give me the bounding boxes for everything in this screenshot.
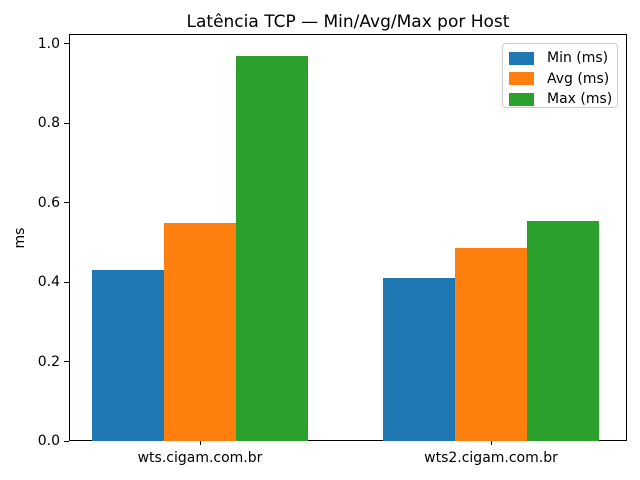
y-tick-label: 1.0 <box>37 35 60 52</box>
x-tick-mark <box>199 441 201 445</box>
legend-item-max-ms: Max (ms) <box>509 89 617 110</box>
bar-avg-ms-wts-cigam-com-br <box>164 222 236 441</box>
y-tick-mark <box>64 440 69 442</box>
legend-label-min-ms: Min (ms) <box>547 50 609 67</box>
legend-item-avg-ms: Avg (ms) <box>509 69 617 90</box>
bar-min-ms-wts2-cigam-com-br <box>383 278 455 441</box>
y-tick-mark <box>64 202 69 204</box>
y-tick-mark <box>64 281 69 283</box>
bar-min-ms-wts-cigam-com-br <box>92 270 164 441</box>
legend: Min (ms) Avg (ms) Max (ms) <box>502 43 618 108</box>
legend-label-max-ms: Max (ms) <box>547 91 613 108</box>
x-tick-label-wts-cigam-com-br: wts.cigam.com.br <box>137 450 263 466</box>
y-tick-label: 0.4 <box>37 274 60 291</box>
legend-label-avg-ms: Avg (ms) <box>547 70 610 87</box>
chart-title: Latência TCP — Min/Avg/Max por Host <box>186 12 510 32</box>
bar-max-ms-wts2-cigam-com-br <box>527 220 599 441</box>
y-tick-label: 0.0 <box>37 433 60 449</box>
legend-swatch-avg-ms <box>509 72 534 86</box>
x-tick-label-wts2-cigam-com-br: wts2.cigam.com.br <box>424 450 558 466</box>
y-axis-label: ms <box>12 227 28 249</box>
bar-avg-ms-wts2-cigam-com-br <box>455 248 527 441</box>
legend-swatch-min-ms <box>509 51 534 65</box>
y-tick-mark <box>64 122 69 124</box>
y-tick-mark <box>64 361 69 363</box>
x-tick-mark <box>490 441 492 445</box>
legend-item-min-ms: Min (ms) <box>509 48 617 69</box>
bar-max-ms-wts-cigam-com-br <box>236 55 308 441</box>
y-tick-label: 0.8 <box>37 115 60 132</box>
y-tick-mark <box>64 43 69 45</box>
legend-swatch-max-ms <box>509 92 534 106</box>
y-tick-label: 0.2 <box>37 353 60 370</box>
y-tick-label: 0.6 <box>37 194 60 211</box>
